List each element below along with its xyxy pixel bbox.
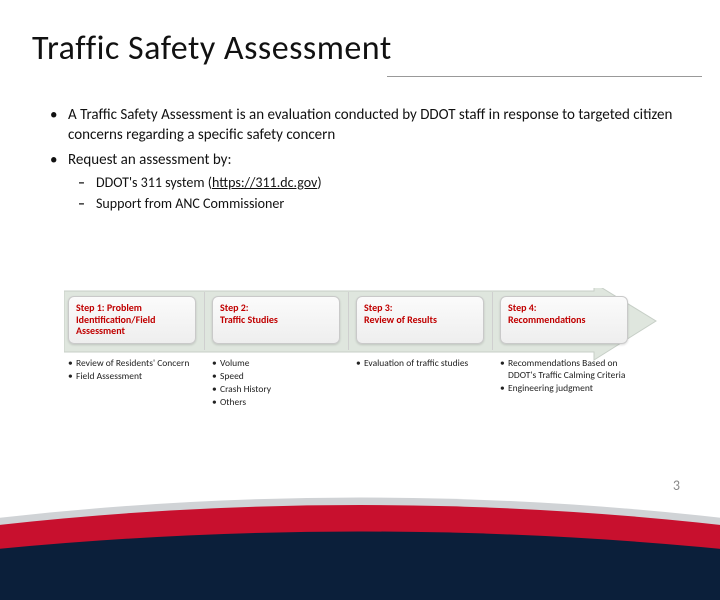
step-4-items: Recommendations Based on DDOT's Traffic … [500,358,628,396]
page-number: 3 [673,477,680,494]
list-item: Recommendations Based on DDOT's Traffic … [500,358,628,382]
sub-bullet-311: DDOT's 311 system (https://311.dc.gov) [40,174,680,193]
list-item: Evaluation of traffic studies [356,358,484,370]
bullet-1: A Traffic Safety Assessment is an evalua… [40,105,680,146]
step-4-sub: Recommendations [508,314,620,326]
link-311[interactable]: https://311.dc.gov [212,174,317,191]
list-item: Others [212,397,340,409]
step-separator [348,292,349,350]
list-item: Field Assessment [68,371,196,383]
step-2-items: Volume Speed Crash History Others [212,358,340,410]
step-1-items: Review of Residents' Concern Field Asses… [68,358,196,384]
step-separator [492,292,493,350]
step-3-sub: Review of Results [364,314,476,326]
step-box-2: Step 2: Traffic Studies [212,296,340,344]
slide-title: Traffic Safety Assessment [0,0,720,75]
step-4-title: Step 4: [508,302,620,314]
step-3-items: Evaluation of traffic studies [356,358,484,371]
process-diagram: Step 1: Problem Identification/Field Ass… [64,288,658,438]
list-item: Crash History [212,384,340,396]
step-box-4: Step 4: Recommendations [500,296,628,344]
step-3-title: Step 3: [364,302,476,314]
step-2-sub: Traffic Studies [220,314,332,326]
sub-bullet-311-suffix: ) [317,174,321,191]
list-item: Volume [212,358,340,370]
footer-swoosh [0,470,720,600]
sub-bullet-anc: Support from ANC Commissioner [40,195,680,214]
title-underline [387,76,702,77]
bullet-2: Request an assessment by: [40,150,680,170]
list-item: Review of Residents' Concern [68,358,196,370]
sub-bullet-311-prefix: DDOT's 311 system ( [96,174,212,191]
step-box-1: Step 1: Problem Identification/Field Ass… [68,296,196,344]
step-1-title: Step 1: Problem Identification/Field Ass… [76,302,188,337]
step-box-3: Step 3: Review of Results [356,296,484,344]
swoosh-navy [0,532,720,600]
step-separator [204,292,205,350]
step-2-title: Step 2: [220,302,332,314]
body-bullets: A Traffic Safety Assessment is an evalua… [40,105,680,214]
list-item: Speed [212,371,340,383]
list-item: Engineering judgment [500,383,628,395]
